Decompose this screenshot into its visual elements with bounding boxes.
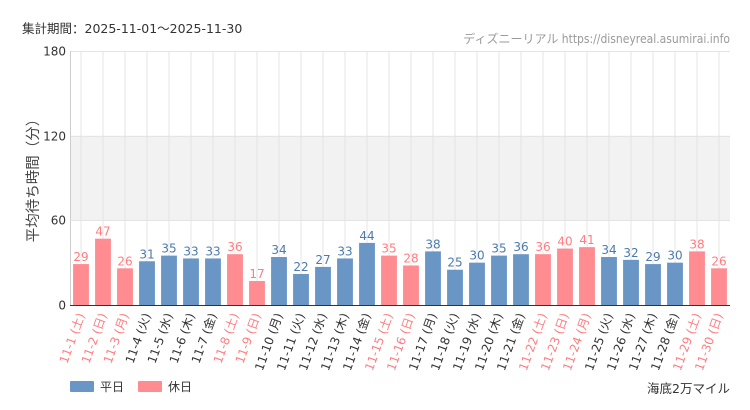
attraction-name: 海底2万マイル [647, 381, 730, 396]
bar [601, 257, 617, 305]
bar [73, 264, 89, 305]
bar [381, 255, 397, 305]
y-tick-label: 60 [51, 214, 66, 228]
y-tick-label: 120 [43, 130, 66, 144]
bar [161, 255, 177, 305]
legend-label-weekday: 平日 [100, 380, 125, 394]
value-label: 26 [117, 254, 132, 268]
bar [711, 268, 727, 305]
value-label: 26 [711, 254, 726, 268]
value-label: 27 [315, 253, 330, 267]
value-label: 33 [205, 244, 220, 258]
value-label: 36 [535, 240, 550, 254]
bar [249, 281, 265, 305]
value-label: 32 [623, 246, 638, 260]
bar [95, 238, 111, 305]
value-label: 38 [689, 237, 704, 251]
legend-swatch-weekday [70, 381, 94, 392]
value-label: 31 [139, 247, 154, 261]
value-label: 33 [183, 244, 198, 258]
bar [557, 248, 573, 305]
value-label: 44 [359, 229, 374, 243]
value-label: 40 [557, 235, 572, 249]
bar [447, 269, 463, 305]
value-label: 35 [161, 242, 176, 256]
bar [183, 258, 199, 305]
bar [139, 261, 155, 305]
bar [227, 254, 243, 305]
bar [667, 262, 683, 305]
bar [271, 257, 287, 305]
bar [359, 242, 375, 305]
value-label: 22 [293, 260, 308, 274]
value-label: 34 [271, 243, 286, 257]
bar [205, 258, 221, 305]
value-label: 35 [491, 242, 506, 256]
bar [579, 247, 595, 305]
bar [469, 262, 485, 305]
bars [73, 238, 727, 305]
legend-item-holiday: 休日 [138, 378, 192, 395]
value-label: 29 [645, 250, 660, 264]
value-label: 36 [227, 240, 242, 254]
source-credit: ディズニーリアル https://disneyreal.asumirai.inf… [463, 32, 730, 46]
value-label: 25 [447, 256, 462, 270]
value-label: 17 [249, 267, 264, 281]
legend-label-holiday: 休日 [168, 380, 193, 394]
value-label: 28 [403, 251, 418, 265]
axes [70, 51, 730, 306]
bar [425, 251, 441, 305]
value-label: 34 [601, 243, 616, 257]
value-label: 38 [425, 237, 440, 251]
y-axis-label: 平均待ち時間（分） [25, 112, 42, 243]
legend: 平日 休日 [70, 378, 206, 395]
bar [623, 259, 639, 305]
value-label: 41 [579, 233, 594, 247]
value-label: 30 [469, 249, 484, 263]
legend-swatch-holiday [138, 381, 163, 392]
bar [645, 264, 661, 305]
bar [117, 268, 133, 305]
y-tick-label: 180 [43, 45, 66, 59]
value-label: 47 [95, 225, 110, 239]
bar [689, 251, 705, 305]
bar [403, 265, 419, 305]
bar [535, 254, 551, 305]
bar [491, 255, 507, 305]
value-label: 33 [337, 244, 352, 258]
period-label: 集計期間：2025-11-01〜2025-11-30 [22, 21, 243, 36]
bar [293, 273, 309, 305]
value-label: 29 [73, 250, 88, 264]
value-label: 35 [381, 242, 396, 256]
shaded-band [70, 135, 730, 221]
bar [337, 258, 353, 305]
bar [315, 266, 331, 305]
value-label: 30 [667, 249, 682, 263]
bar [513, 254, 529, 305]
legend-item-weekday: 平日 [70, 378, 124, 395]
value-label: 36 [513, 240, 528, 254]
plot-background [70, 135, 730, 221]
y-tick-label: 0 [58, 299, 66, 313]
